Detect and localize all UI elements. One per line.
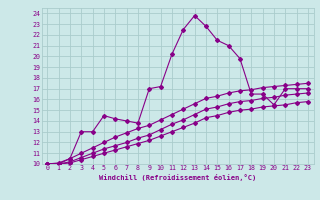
X-axis label: Windchill (Refroidissement éolien,°C): Windchill (Refroidissement éolien,°C) [99, 174, 256, 181]
